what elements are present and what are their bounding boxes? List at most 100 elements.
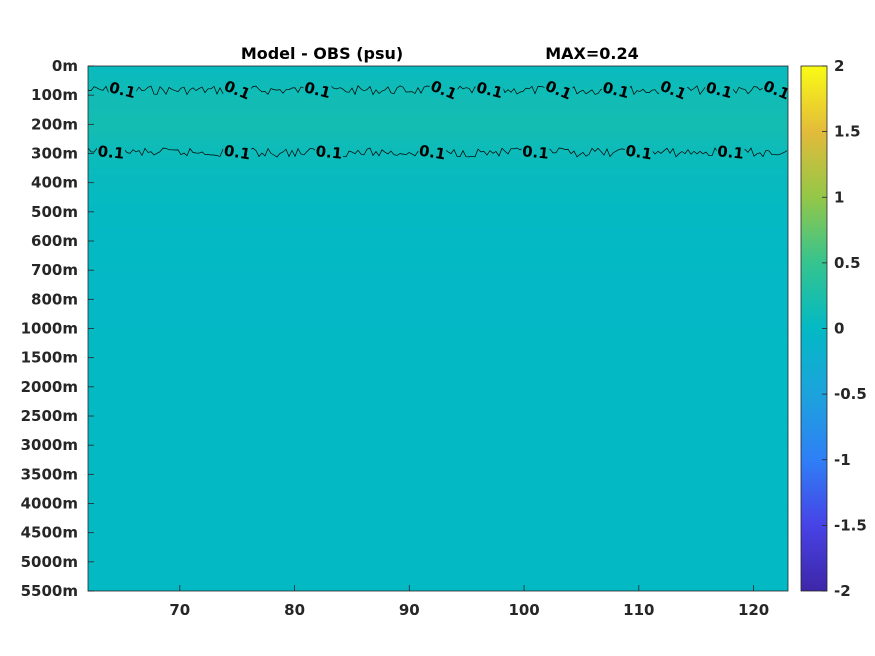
y-tick-label: 1000m bbox=[21, 320, 78, 338]
heatmap-cell bbox=[88, 270, 788, 279]
contour-label: 0.1 bbox=[223, 142, 252, 164]
heatmap-cell bbox=[88, 95, 788, 104]
max-label: MAX=0.24 bbox=[545, 44, 639, 63]
contour-label-bg bbox=[418, 143, 447, 160]
colorbar-tick-label: 0.5 bbox=[834, 254, 861, 272]
heatmap-cell bbox=[88, 532, 788, 541]
x-tick-label: 80 bbox=[284, 601, 305, 619]
contour-label: 0.1 bbox=[716, 142, 744, 163]
heatmap-cell bbox=[88, 321, 788, 330]
heatmap-cell bbox=[88, 598, 788, 606]
y-tick-label: 800m bbox=[31, 290, 78, 308]
contour-label-bg bbox=[223, 81, 252, 98]
contour-label-bg bbox=[544, 81, 573, 98]
heatmap-cell bbox=[88, 248, 788, 257]
y-tick-label: 5500m bbox=[21, 582, 78, 600]
heatmap-cell bbox=[88, 124, 788, 133]
colorbar-tick-label: 2 bbox=[834, 57, 844, 75]
colorbar-tick-label: 1 bbox=[834, 188, 844, 206]
y-tick-label: 300m bbox=[31, 145, 78, 163]
heatmap-cell bbox=[88, 299, 788, 308]
contour-label-bg bbox=[429, 81, 458, 98]
heatmap-cell bbox=[88, 379, 788, 388]
contour-label: 0.1 bbox=[302, 78, 332, 102]
heatmap-cell bbox=[88, 328, 788, 337]
heatmap-cell bbox=[88, 547, 788, 556]
heatmap-cell bbox=[88, 423, 788, 432]
x-tick-label: 100 bbox=[508, 601, 539, 619]
contour-label: 0.1 bbox=[418, 142, 447, 164]
contour-label-bg bbox=[705, 81, 734, 98]
contour-label-bg bbox=[624, 143, 653, 160]
heatmap-cell bbox=[88, 73, 788, 82]
heatmap-cell bbox=[88, 416, 788, 424]
contour-label-bg bbox=[108, 81, 137, 98]
heatmap-cell bbox=[88, 510, 788, 519]
heatmap-cell bbox=[88, 481, 788, 490]
heatmap-cell bbox=[88, 539, 788, 548]
y-tick-label: 0m bbox=[52, 57, 78, 75]
colorbar-tick-label: -1.5 bbox=[834, 516, 867, 534]
heatmap-cell bbox=[88, 51, 788, 59]
y-tick-label: 5000m bbox=[21, 553, 78, 571]
heatmap-cell bbox=[88, 459, 788, 468]
heatmap-cell bbox=[88, 401, 788, 410]
y-tick-label: 2500m bbox=[21, 407, 78, 425]
heatmap-cell bbox=[88, 474, 788, 483]
heatmap-cell bbox=[88, 160, 788, 169]
colorbar-tick-label: -1 bbox=[834, 451, 851, 469]
heatmap-cell bbox=[88, 496, 788, 505]
heatmap-cell bbox=[88, 241, 788, 249]
y-axis: 0m 100m 200m 300m 400m 500m 600m 700m 800m 1000m 1… bbox=[21, 57, 94, 600]
contour-label-bg bbox=[475, 81, 504, 98]
contour-label-bg bbox=[223, 143, 252, 160]
y-tick-label: 3000m bbox=[21, 436, 78, 454]
heatmap-cell bbox=[88, 591, 788, 599]
heatmap-cell bbox=[88, 219, 788, 228]
heatmap-cell bbox=[88, 197, 788, 206]
colorbar-tick-label: 0 bbox=[834, 320, 844, 338]
colorbar-tick-label: 1.5 bbox=[834, 123, 861, 141]
y-tick-label: 500m bbox=[31, 203, 78, 221]
heatmap-cell bbox=[88, 117, 788, 125]
heatmap-cell bbox=[88, 525, 788, 534]
heatmap-cell bbox=[88, 313, 788, 322]
y-tick-label: 400m bbox=[31, 174, 78, 192]
heatmap-cell bbox=[88, 277, 788, 286]
heatmap-cell bbox=[88, 255, 788, 264]
heatmap-cell bbox=[88, 168, 788, 176]
heatmap-cell bbox=[88, 488, 788, 497]
heatmap-cell bbox=[88, 554, 788, 563]
heatmap-cell bbox=[88, 102, 788, 111]
heatmap-cell bbox=[88, 204, 788, 213]
contour-lines: 0.1 0.1 0.1 0.1 0.1 0.1 0.1 0.1 0.1 0.10.1 0.1 0.1 0… bbox=[88, 77, 788, 164]
contour-label-bg bbox=[521, 143, 550, 160]
heatmap-cell bbox=[88, 343, 788, 351]
heatmap-cell bbox=[88, 226, 788, 235]
heatmap-cell bbox=[88, 350, 788, 359]
heatmap-cell bbox=[88, 335, 788, 344]
contour-label: 0.1 bbox=[107, 78, 137, 102]
heatmap-cell bbox=[88, 452, 788, 461]
heatmap-cell bbox=[88, 292, 788, 300]
heatmap-cell bbox=[88, 561, 788, 570]
heatmap-cell bbox=[88, 386, 788, 395]
y-tick-label: 200m bbox=[31, 115, 78, 133]
heatmap-cell bbox=[88, 66, 788, 67]
heatmap-cell bbox=[88, 394, 788, 403]
heatmap-cell bbox=[88, 576, 788, 585]
x-axis: 70 80 90 100 110 120 bbox=[169, 585, 769, 619]
contour-label: 0.1 bbox=[601, 78, 631, 102]
x-tick-label: 90 bbox=[399, 601, 420, 619]
contour-label-bg bbox=[601, 81, 630, 98]
contour-label-bg bbox=[97, 143, 125, 160]
heatmap-cell bbox=[88, 503, 788, 512]
heatmap-cell bbox=[88, 583, 788, 591]
contour-label-bg bbox=[315, 143, 343, 160]
y-tick-label: 700m bbox=[31, 261, 78, 279]
heatmap-cell bbox=[88, 284, 788, 293]
contour-label-bg bbox=[659, 81, 688, 98]
y-tick-label: 3500m bbox=[21, 465, 78, 483]
heatmap-cell bbox=[88, 467, 788, 475]
